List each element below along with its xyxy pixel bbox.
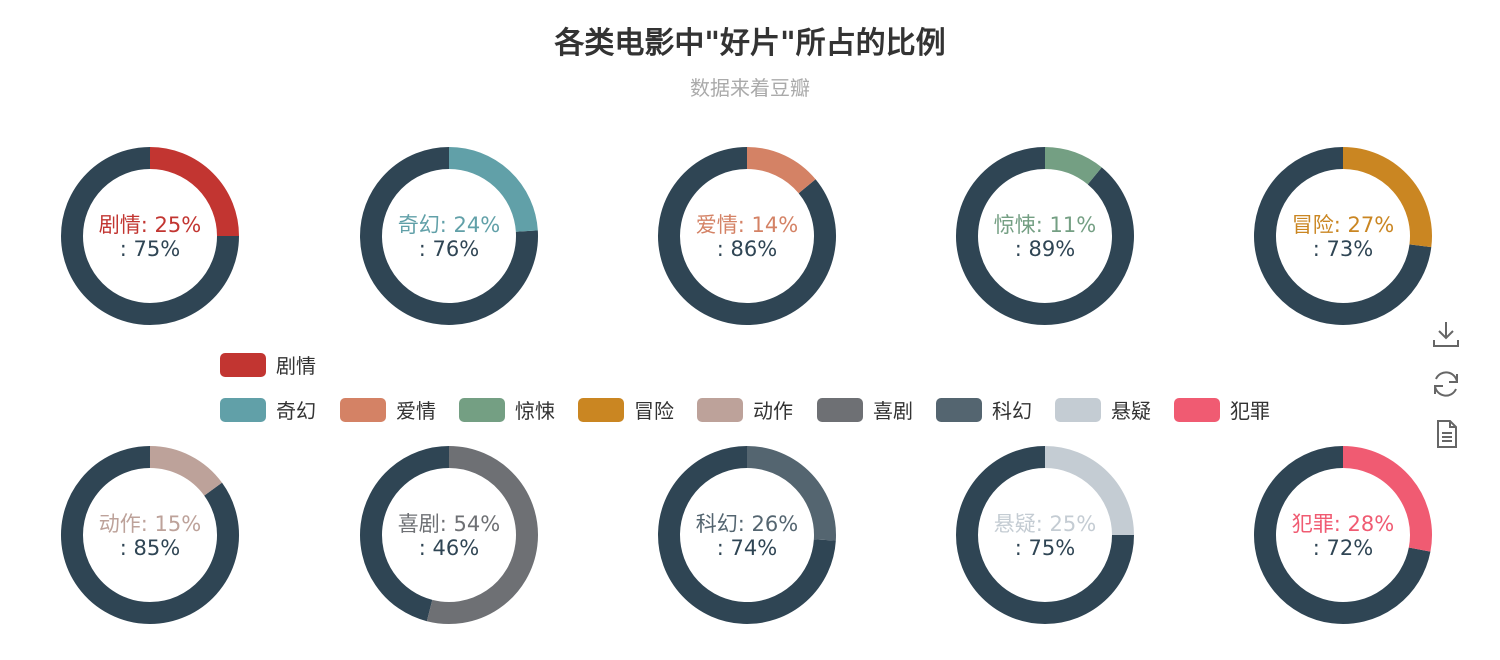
data-view-button[interactable] <box>1430 418 1462 450</box>
donut-value-label: 奇幻: 24% <box>398 213 500 237</box>
donut-remainder-label: : 89% <box>1015 237 1075 261</box>
legend-label: 动作 <box>753 399 793 423</box>
legend-swatch <box>817 397 863 422</box>
toolbox <box>1430 318 1462 468</box>
donut-剧情: 剧情: 25%: 75% <box>61 147 239 325</box>
donut-remainder-label: : 73% <box>1313 237 1373 261</box>
legend-label: 犯罪 <box>1230 399 1270 423</box>
refresh-icon <box>1434 371 1458 397</box>
donut-value-label: 犯罪: 28% <box>1292 512 1394 536</box>
donut-冒险: 冒险: 27%: 73% <box>1254 147 1432 325</box>
donut-remainder-slice[interactable] <box>956 446 1134 624</box>
legend-item-悬疑[interactable]: 悬疑 <box>1055 395 1151 424</box>
donut-value-label: 喜剧: 54% <box>398 512 500 536</box>
legend-swatch <box>1055 397 1101 422</box>
donut-奇幻: 奇幻: 24%: 76% <box>360 147 538 325</box>
donut-remainder-slice[interactable] <box>1254 446 1431 624</box>
legend-swatch <box>1174 397 1220 422</box>
donut-科幻: 科幻: 26%: 74% <box>658 446 836 624</box>
legend-item-科幻[interactable]: 科幻 <box>936 395 1032 424</box>
chart-subtitle: 数据来着豆瓣 <box>690 76 810 100</box>
legend-label: 喜剧 <box>873 399 913 423</box>
donut-remainder-label: : 85% <box>120 536 180 560</box>
donut-remainder-slice[interactable] <box>360 147 538 325</box>
download-icon <box>1433 322 1459 347</box>
legend-label: 奇幻 <box>276 399 316 423</box>
chart-title: 各类电影中"好片"所占的比例 <box>554 26 946 61</box>
legend-swatch <box>340 397 386 422</box>
legend-item-动作[interactable]: 动作 <box>697 395 793 424</box>
donut-value-label: 惊悚: 11% <box>994 213 1096 237</box>
donut-remainder-slice[interactable] <box>658 446 836 624</box>
donut-value-label: 爱情: 14% <box>696 213 798 237</box>
legend-swatch <box>220 352 266 377</box>
donut-value-label: 科幻: 26% <box>696 512 798 536</box>
donut-value-slice[interactable] <box>1044 147 1102 185</box>
donut-remainder-label: : 86% <box>717 237 777 261</box>
donut-value-slice[interactable] <box>149 446 222 496</box>
donut-value-slice[interactable] <box>1342 147 1432 248</box>
donut-犯罪: 犯罪: 28%: 72% <box>1254 446 1432 624</box>
legend-swatch <box>220 397 266 422</box>
donut-remainder-label: : 74% <box>717 536 777 560</box>
legend-label: 惊悚 <box>515 399 555 423</box>
data-view-icon <box>1437 420 1457 448</box>
donut-value-label: 悬疑: 25% <box>994 512 1096 536</box>
legend-item-惊悚[interactable]: 惊悚 <box>459 395 555 424</box>
donut-爱情: 爱情: 14%: 86% <box>658 147 836 325</box>
donut-remainder-label: : 72% <box>1313 536 1373 560</box>
donut-remainder-label: : 75% <box>120 237 180 261</box>
donut-remainder-label: : 75% <box>1015 536 1075 560</box>
refresh-button[interactable] <box>1430 368 1462 400</box>
donut-remainder-label: : 76% <box>419 237 479 261</box>
donut-value-slice[interactable] <box>149 147 239 237</box>
donut-悬疑: 悬疑: 25%: 75% <box>956 446 1134 624</box>
donut-remainder-slice[interactable] <box>360 446 450 622</box>
legend-label: 悬疑 <box>1111 399 1151 423</box>
donut-value-label: 动作: 15% <box>99 512 201 536</box>
donut-value-slice[interactable] <box>426 446 538 624</box>
legend-item-奇幻[interactable]: 奇幻 <box>220 395 316 424</box>
donut-喜剧: 喜剧: 54%: 46% <box>360 446 538 624</box>
legend-item-喜剧[interactable]: 喜剧 <box>817 395 913 424</box>
donut-remainder-slice[interactable] <box>956 147 1134 325</box>
download-button[interactable] <box>1430 318 1462 350</box>
donut-remainder-label: : 46% <box>419 536 479 560</box>
donut-value-label: 剧情: 25% <box>99 213 201 237</box>
legend-label: 剧情 <box>276 354 316 378</box>
legend-item-冒险[interactable]: 冒险 <box>578 395 674 424</box>
legend-label: 冒险 <box>634 399 674 423</box>
donut-value-slice[interactable] <box>1342 446 1432 552</box>
legend-swatch <box>936 397 982 422</box>
donut-remainder-slice[interactable] <box>1254 147 1432 325</box>
legend-item-犯罪[interactable]: 犯罪 <box>1174 395 1270 424</box>
donut-value-label: 冒险: 27% <box>1292 213 1394 237</box>
donut-value-slice[interactable] <box>746 446 836 541</box>
donut-remainder-slice[interactable] <box>658 147 836 325</box>
legend-swatch <box>578 397 624 422</box>
donut-value-slice[interactable] <box>746 147 816 194</box>
donut-value-slice[interactable] <box>1044 446 1134 536</box>
legend-label: 爱情 <box>396 399 436 423</box>
donut-remainder-slice[interactable] <box>61 446 239 624</box>
legend-swatch <box>459 397 505 422</box>
donut-动作: 动作: 15%: 85% <box>61 446 239 624</box>
donut-value-slice[interactable] <box>448 147 538 233</box>
donut-remainder-slice[interactable] <box>61 147 239 325</box>
donut-惊悚: 惊悚: 11%: 89% <box>956 147 1134 325</box>
legend-label: 科幻 <box>992 399 1032 423</box>
legend-swatch <box>697 397 743 422</box>
legend-item-爱情[interactable]: 爱情 <box>340 395 436 424</box>
legend-item-剧情[interactable]: 剧情 <box>220 350 316 379</box>
